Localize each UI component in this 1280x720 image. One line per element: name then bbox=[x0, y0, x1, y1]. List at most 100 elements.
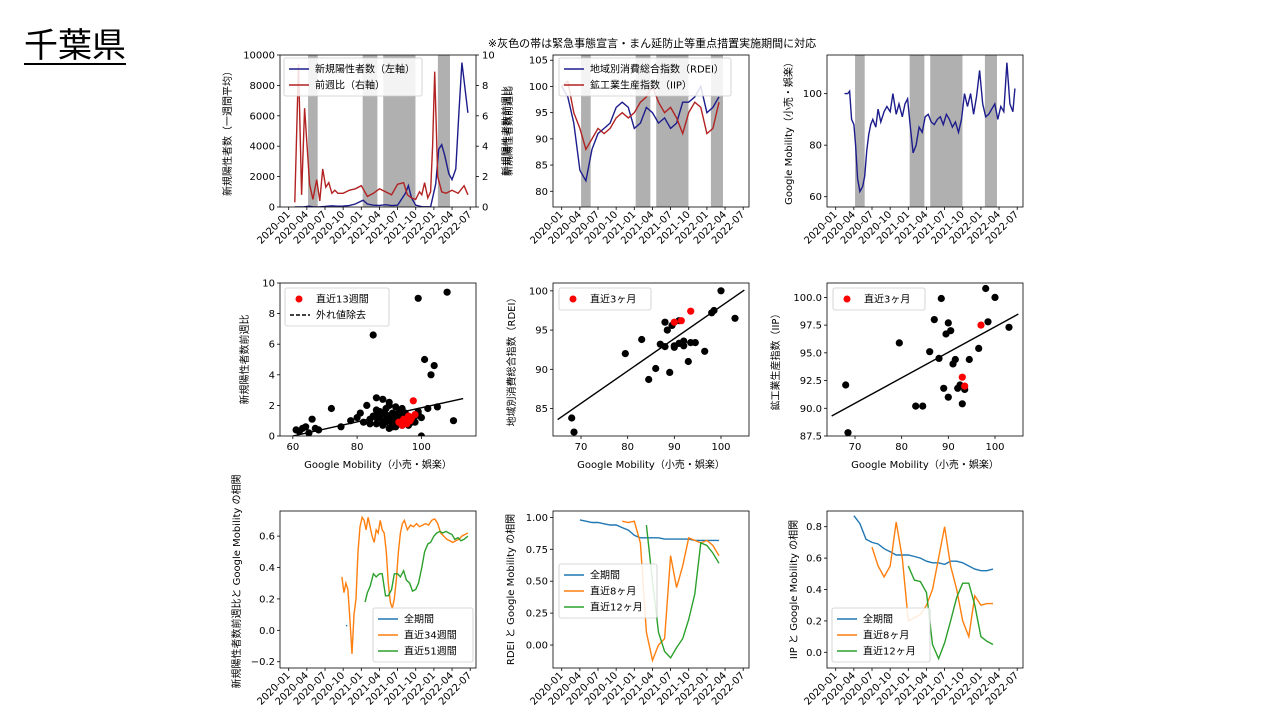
y-tick-label: 100 bbox=[803, 89, 822, 100]
y-axis-label: 新規陽性者数前週比 bbox=[238, 315, 251, 405]
series-line bbox=[561, 79, 720, 152]
y-tick-label: 0.2 bbox=[259, 594, 275, 605]
y-tick-label: 0.0 bbox=[806, 648, 822, 659]
scatter-point bbox=[421, 355, 429, 364]
scatter-point bbox=[568, 414, 576, 422]
series-line bbox=[341, 515, 469, 654]
scatter-point bbox=[449, 417, 458, 425]
y-tick-label: 90 bbox=[535, 365, 548, 376]
scatter-point bbox=[958, 373, 966, 381]
y-axis-label-right: 新規陽性者数前週比 bbox=[502, 86, 515, 176]
scatter-point bbox=[379, 409, 387, 417]
y-axis-label: 鉱工業生産指数（IIP） bbox=[769, 309, 782, 411]
x-tick-label: 90 bbox=[942, 442, 955, 453]
legend-label: 直近12ヶ月 bbox=[590, 601, 643, 614]
scatter-point bbox=[366, 420, 374, 428]
x-tick-label: 80 bbox=[895, 442, 908, 453]
y-tick-label: 95 bbox=[535, 108, 548, 119]
y-tick-label: 1.00 bbox=[526, 513, 548, 524]
scatter-point bbox=[645, 375, 653, 384]
y-tick-label-right: 4 bbox=[482, 142, 488, 153]
y-tick-label: 60 bbox=[809, 192, 822, 203]
y-tick-label: 0 bbox=[269, 203, 275, 214]
scatter-point bbox=[687, 307, 695, 315]
emergency-band bbox=[308, 55, 318, 207]
scatter-point bbox=[965, 355, 973, 364]
y-tick-label: 85 bbox=[535, 161, 548, 172]
legend-label: 全期間 bbox=[590, 569, 620, 582]
scatter-point bbox=[684, 357, 692, 366]
plot-frame bbox=[552, 54, 750, 208]
emergency-band bbox=[581, 55, 591, 207]
legend-label: 直近34週間 bbox=[404, 629, 457, 642]
scatter-point bbox=[363, 401, 371, 409]
scatter-point bbox=[912, 402, 920, 410]
x-tick-label: 100 bbox=[985, 442, 1004, 453]
scatter-point bbox=[919, 402, 927, 410]
scatter-point bbox=[937, 294, 945, 303]
legend-label: 直近8ヶ月 bbox=[590, 585, 636, 598]
legend-marker bbox=[843, 295, 851, 303]
y-axis-label: Google Mobility（小売・娯楽） bbox=[782, 57, 795, 205]
y-tick-label: 0.0 bbox=[259, 626, 275, 637]
legend-label: 全期間 bbox=[863, 613, 893, 626]
chart-scatter_cases: 0 2 4 6 8 10 60 80 100 Google Mobility（小売・娯楽） 新規陽性… bbox=[238, 279, 477, 471]
y-tick-label: 95 bbox=[535, 326, 548, 337]
legend-label: 鉱工業生産指数（IIP） bbox=[590, 79, 692, 92]
x-tick-label: 70 bbox=[575, 442, 588, 453]
scatter-point bbox=[430, 362, 438, 370]
plot-frame bbox=[552, 282, 750, 437]
y-tick-label: 100 bbox=[529, 286, 548, 297]
scatter-point bbox=[680, 337, 688, 345]
y-tick-label: 10000 bbox=[243, 51, 275, 62]
scatter-point bbox=[666, 368, 674, 376]
scatter-point bbox=[717, 287, 725, 295]
y-tick-label: 100.0 bbox=[793, 293, 822, 304]
scatter-point bbox=[670, 318, 678, 326]
series-line bbox=[853, 515, 994, 572]
y-axis-label: 地域別消費総合指数（RDEI） bbox=[505, 293, 518, 427]
chart-rdei_iip: 808590951001052020-012020-042020-072020-… bbox=[500, 54, 750, 247]
chart-corr_iip: 0.00.20.40.60.82020-012020-042020-072020… bbox=[787, 510, 1024, 708]
y-tick-label-right: 2 bbox=[482, 172, 488, 183]
y-axis-label: IIP と Google Mobility の相関 bbox=[787, 520, 800, 659]
chart-corr_cases: −0.20.00.20.40.62020-012020-042020-07202… bbox=[230, 474, 477, 708]
x-axis-label: Google Mobility（小売・娯楽） bbox=[577, 458, 725, 471]
figure-note: ※灰色の帯は緊急事態宣言・まん延防止等重点措置実施期間に対応 bbox=[488, 36, 816, 50]
scatter-point bbox=[638, 335, 646, 344]
scatter-point bbox=[385, 424, 393, 432]
scatter-point bbox=[661, 318, 669, 326]
scatter-point bbox=[369, 331, 377, 339]
series-line bbox=[294, 62, 469, 207]
emergency-band bbox=[984, 55, 997, 207]
y-tick-label-right: 0 bbox=[482, 203, 488, 214]
scatter-point bbox=[975, 344, 983, 352]
x-tick-label: 100 bbox=[412, 442, 431, 453]
x-tick-label: 80 bbox=[621, 442, 634, 453]
legend-label: 直近8ヶ月 bbox=[863, 629, 909, 642]
scatter-point bbox=[944, 319, 952, 327]
y-tick-label: 0.4 bbox=[259, 563, 275, 574]
y-axis-label: RDEI と Google Mobility の相関 bbox=[504, 514, 517, 665]
plot-frame bbox=[552, 510, 750, 669]
y-tick-label: 92.5 bbox=[800, 376, 822, 387]
y-tick-label: 6 bbox=[269, 340, 275, 351]
regression-line bbox=[831, 313, 1019, 417]
scatter-point bbox=[977, 321, 985, 329]
plot-frame bbox=[279, 282, 477, 437]
y-tick-label: 0.50 bbox=[526, 577, 548, 588]
chart-cases: 020004000600080001000002468102020-012020… bbox=[221, 51, 515, 247]
legend-label: 直近51週間 bbox=[404, 645, 457, 658]
scatter-point bbox=[930, 316, 938, 324]
scatter-point bbox=[961, 382, 969, 390]
y-tick-label: −0.2 bbox=[251, 657, 275, 668]
scatter-point bbox=[895, 339, 903, 347]
y-tick-label: 0 bbox=[269, 432, 275, 443]
y-tick-label: 4 bbox=[269, 370, 275, 381]
scatter-point bbox=[372, 420, 380, 428]
y-tick-label: 2 bbox=[269, 401, 275, 412]
emergency-band bbox=[930, 55, 963, 207]
scatter-point bbox=[991, 293, 999, 301]
y-tick-label: 0.75 bbox=[526, 545, 548, 556]
